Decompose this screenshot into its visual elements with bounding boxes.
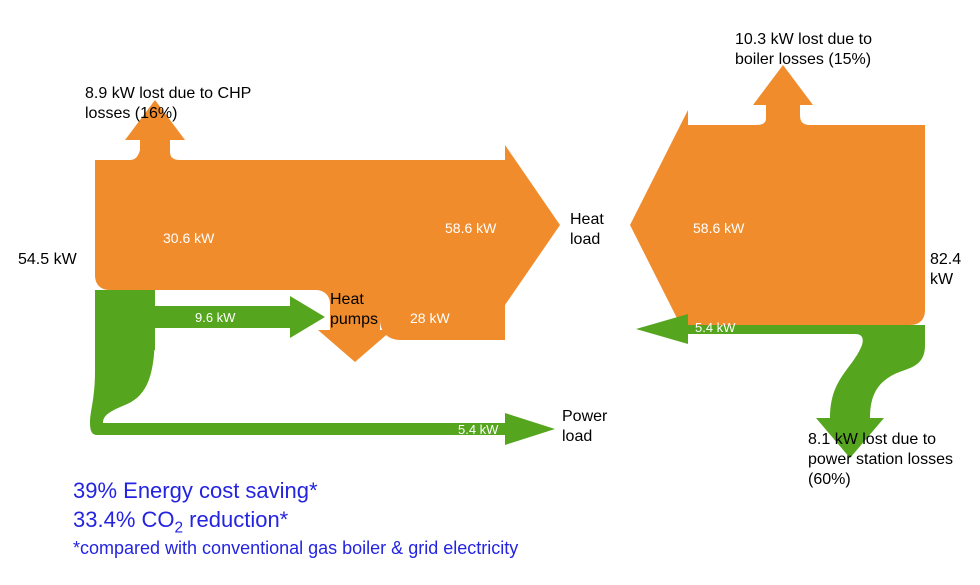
power-right-value: 5.4 kW	[695, 320, 735, 335]
heat-pumps-label: Heat pumps	[330, 290, 378, 330]
power-left-value: 5.4 kW	[458, 422, 498, 437]
heat-left-value: 58.6 kW	[445, 220, 496, 236]
orange-upper-value: 30.6 kW	[163, 230, 214, 246]
power-load-label: Power load	[562, 407, 607, 447]
right-orange-flow	[630, 65, 925, 340]
summary-line2: 33.4% CO2 reduction*	[73, 505, 288, 539]
hp-out-value: 28 kW	[410, 310, 450, 326]
chp-loss-label: 8.9 kW lost due to CHP losses (16%)	[85, 84, 251, 124]
station-loss-label: 8.1 kW lost due to power station losses …	[808, 430, 953, 490]
green-mid-value: 9.6 kW	[195, 310, 235, 325]
left-input-label: 54.5 kW	[18, 250, 77, 270]
summary-footnote: *compared with conventional gas boiler &…	[73, 538, 518, 559]
heat-right-value: 58.6 kW	[693, 220, 744, 236]
summary-line1: 39% Energy cost saving*	[73, 476, 318, 506]
right-input-label: 82.4 kW	[930, 250, 980, 290]
heat-load-label: Heat load	[570, 210, 604, 250]
boiler-loss-label: 10.3 kW lost due to boiler losses (15%)	[735, 30, 872, 70]
